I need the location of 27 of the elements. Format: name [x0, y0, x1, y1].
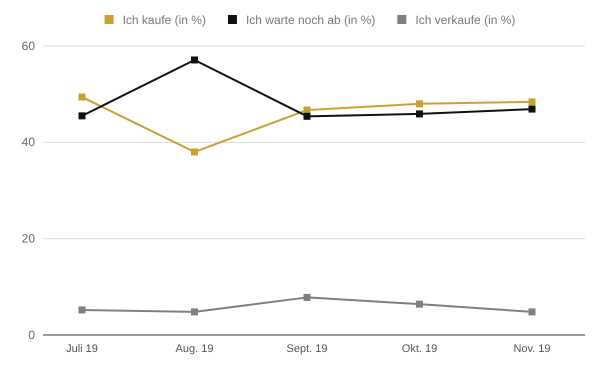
x-tick-label: Juli 19: [66, 342, 98, 355]
point: [78, 112, 86, 120]
point: [191, 148, 198, 156]
y-tick-label: 40: [22, 135, 36, 150]
point: [304, 112, 310, 120]
y-tick-label: 20: [22, 232, 36, 246]
x-tick-label: Aug. 19: [176, 342, 214, 355]
point: [304, 294, 310, 301]
legend-label: Ich kaufe (in %): [122, 13, 206, 27]
legend-label: Ich verkaufe (in %): [415, 13, 516, 27]
x-tick-label: Okt. 19: [402, 342, 438, 355]
point: [304, 106, 310, 114]
point: [78, 94, 86, 101]
y-tick-label: 60: [22, 38, 36, 53]
point: [528, 98, 536, 106]
point: [416, 300, 423, 308]
point: [78, 306, 86, 314]
y-tick-label: 0: [28, 328, 36, 342]
point: [191, 56, 198, 64]
point: [528, 308, 536, 316]
x-tick-label: Nov. 19: [513, 342, 551, 355]
point: [528, 106, 536, 113]
point: [416, 100, 423, 108]
point: [416, 110, 423, 118]
legend-label: Ich warte noch ab (in %): [246, 13, 376, 27]
point: [191, 308, 198, 316]
x-tick-label: Sept. 19: [286, 342, 328, 355]
